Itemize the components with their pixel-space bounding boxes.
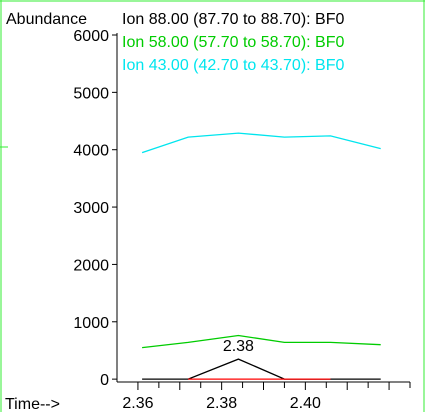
x-tick-label: 2.38: [206, 395, 237, 412]
x-tick-label: 2.36: [122, 395, 153, 412]
x-ticks: 2.36 2.38 2.40: [122, 382, 411, 412]
legend-entry: Ion 43.00 (42.70 to 43.70): BF0: [122, 57, 344, 74]
y-tick-label: 6000: [73, 28, 109, 45]
series-line-3: [141, 132, 381, 154]
annotations: 2.38: [223, 338, 254, 355]
y-tick-label: 1000: [73, 315, 109, 332]
x-axis-title: Time-->: [5, 396, 60, 412]
series-line-1: [142, 358, 381, 380]
y-axis-title: Abundance: [6, 11, 87, 28]
legend-entry: Ion 58.00 (57.70 to 58.70): BF0: [122, 34, 344, 51]
legend-entry: Ion 88.00 (87.70 to 88.70): BF0: [122, 11, 344, 28]
y-ticks: 0 1000 2000 3000 4000 5000 6000: [73, 28, 117, 389]
y-tick-label: 5000: [73, 85, 109, 102]
peak-label: 2.38: [223, 338, 254, 355]
legend: Ion 88.00 (87.70 to 88.70): BF0 Ion 58.00…: [122, 11, 344, 74]
y-tick-label: 0: [100, 372, 109, 389]
y-tick-label: 3000: [73, 200, 109, 217]
x-tick-label: 2.40: [290, 395, 321, 412]
series-lines: [141, 132, 381, 380]
series-line-2: [142, 334, 381, 349]
y-tick-label: 4000: [73, 143, 109, 160]
y-tick-label: 2000: [73, 257, 109, 274]
